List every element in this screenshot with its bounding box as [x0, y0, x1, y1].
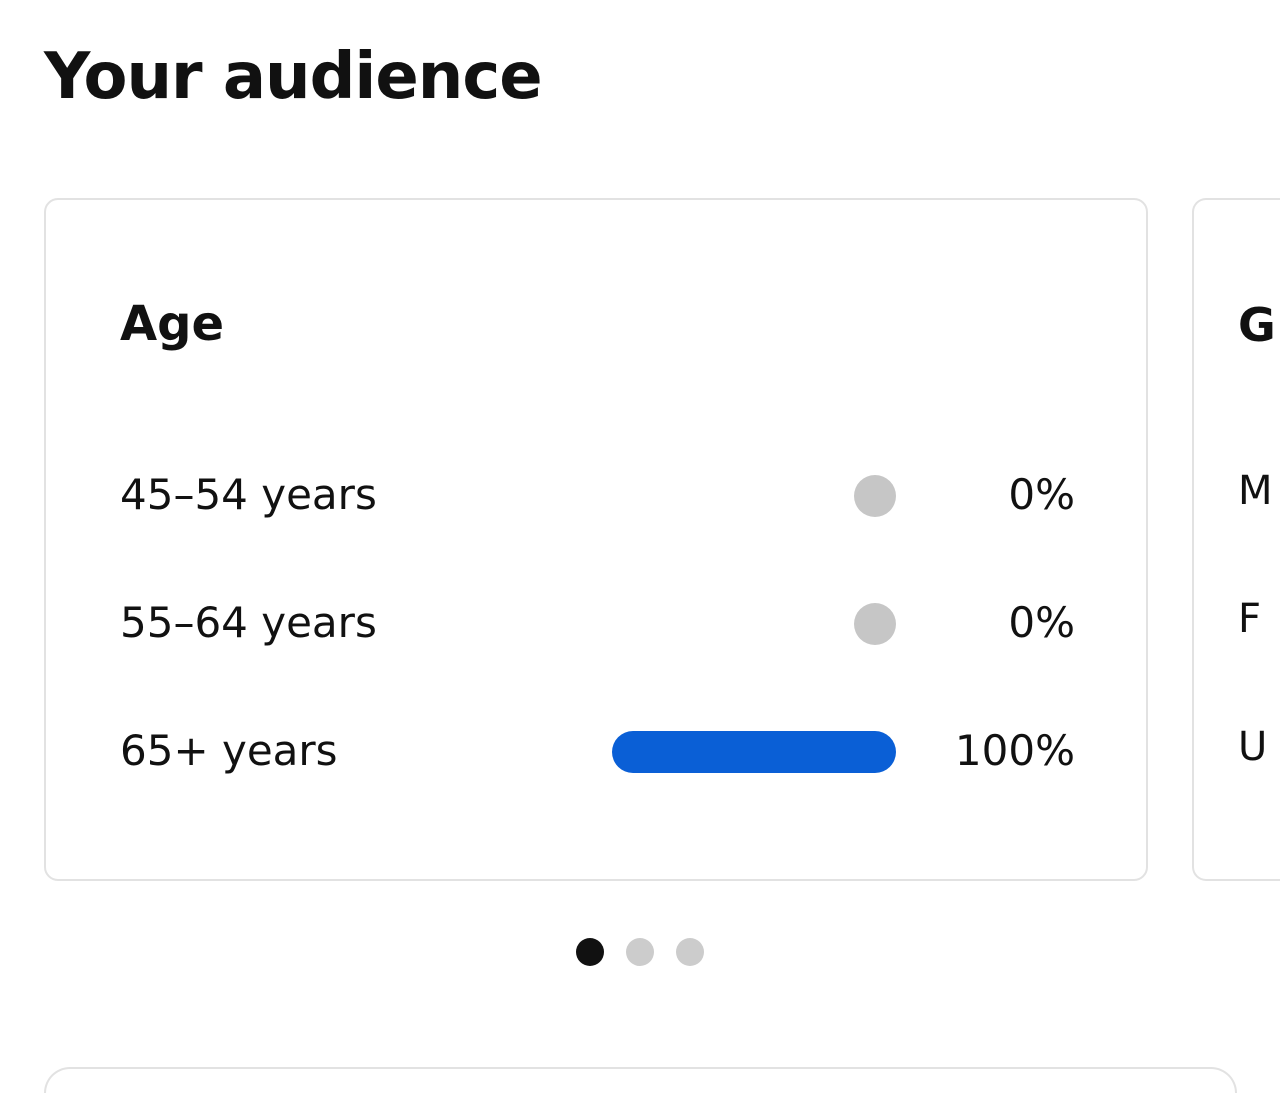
percent-bar [612, 731, 896, 773]
age-row: 45–54 years 0% [120, 466, 1075, 526]
row-label: F [1238, 596, 1262, 642]
card-title: G [1238, 298, 1276, 352]
pagination-dot[interactable] [576, 938, 604, 966]
percent-value: 100% [954, 726, 1075, 775]
pagination-dot[interactable] [626, 938, 654, 966]
bottom-card [44, 1067, 1237, 1093]
age-row: 55–64 years 0% [120, 594, 1075, 654]
age-row: 65+ years 100% [120, 722, 1075, 782]
carousel-pagination [576, 938, 704, 966]
page-title: Your audience [44, 40, 543, 114]
pagination-dot[interactable] [676, 938, 704, 966]
percent-bar-fill [854, 603, 896, 645]
percent-bar-fill [612, 731, 896, 773]
age-label: 65+ years [120, 726, 338, 775]
card-title: Age [120, 296, 225, 352]
age-label: 55–64 years [120, 598, 377, 647]
next-card[interactable]: G M F U [1192, 198, 1280, 881]
percent-value: 0% [1008, 470, 1075, 519]
row-label: U [1238, 724, 1268, 770]
row-label: M [1238, 468, 1273, 514]
age-card: Age 45–54 years 0% 55–64 years 0% 65+ years 1… [44, 198, 1148, 881]
percent-bar-fill [854, 475, 896, 517]
percent-bar [612, 603, 896, 645]
age-label: 45–54 years [120, 470, 377, 519]
percent-bar [612, 475, 896, 517]
percent-value: 0% [1008, 598, 1075, 647]
